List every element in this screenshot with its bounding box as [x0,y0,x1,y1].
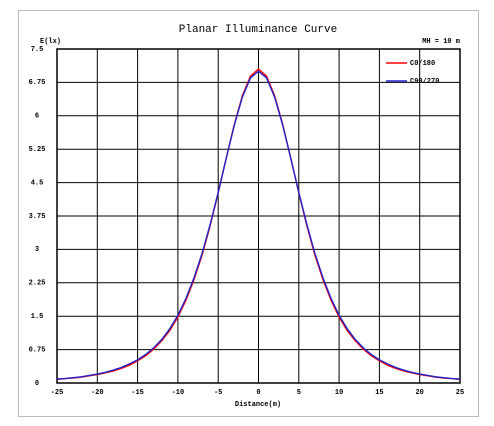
y-tick-label: 7.5 [31,46,44,54]
y-tick-label: 0.75 [29,346,46,354]
x-tick-label: 15 [375,389,383,397]
x-tick-label: 0 [256,389,260,397]
line-series [56,70,461,380]
legend-label: C90/270 [410,78,439,86]
y-tick-label: 3 [35,246,39,254]
y-tick-label: 2.25 [29,280,46,288]
plot-border [56,48,461,384]
y-tick-label: 1.5 [31,313,44,321]
line-series [56,68,461,381]
x-tick-label: -25 [51,389,64,397]
y-tick-label: 5.25 [29,146,46,154]
x-axis-label: Distance(m) [235,401,281,409]
y-tick-label: 0 [35,380,39,388]
frame [18,10,479,417]
legend-label: C0/180 [410,60,435,68]
x-tick-label: -20 [91,389,104,397]
chart-title: Planar Illuminance Curve [179,24,337,36]
x-tick-label: 20 [415,389,423,397]
x-tick-label: -5 [214,389,222,397]
x-tick-label: -10 [172,389,185,397]
x-tick-label: 10 [335,389,343,397]
y-axis-label: E(lx) [40,38,61,46]
x-tick-label: 25 [456,389,464,397]
x-tick-label: -15 [131,389,144,397]
annotation: MH = 10 m [422,38,460,46]
y-tick-label: 4.5 [31,179,44,187]
y-tick-label: 6 [35,113,39,121]
x-tick-label: 5 [297,389,301,397]
y-tick-label: 3.75 [29,213,46,221]
y-tick-label: 6.75 [29,79,46,87]
